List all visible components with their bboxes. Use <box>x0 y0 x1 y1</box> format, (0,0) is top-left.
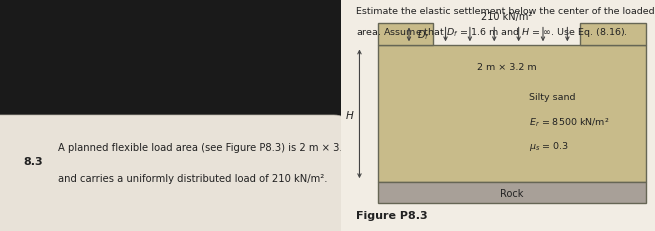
Text: 8.3: 8.3 <box>24 157 43 167</box>
Text: 210 kN/m²: 210 kN/m² <box>481 12 532 22</box>
Text: $\mu_s$ = 0.3: $\mu_s$ = 0.3 <box>529 139 570 152</box>
Text: Rock: Rock <box>500 188 523 198</box>
Bar <box>379 46 646 182</box>
FancyBboxPatch shape <box>334 0 655 231</box>
Text: Estimate the elastic settlement below the center of the loaded: Estimate the elastic settlement below th… <box>356 7 655 16</box>
Text: area. Assume that $D_f$ = 1.6 m and $H$ = ∞. Use Eq. (8.16).: area. Assume that $D_f$ = 1.6 m and $H$ … <box>356 25 628 38</box>
Text: Figure P8.3: Figure P8.3 <box>356 210 428 220</box>
Text: $H$: $H$ <box>345 108 355 120</box>
Bar <box>379 24 434 46</box>
Text: and carries a uniformly distributed load of 210 kN/m².: and carries a uniformly distributed load… <box>58 173 328 183</box>
Text: $E_r$ = 8500 kN/m²: $E_r$ = 8500 kN/m² <box>529 116 610 129</box>
Text: 2 m × 3.2 m: 2 m × 3.2 m <box>477 63 536 71</box>
Text: A planned flexible load area (see Figure P8.3) is 2 m × 3.2 m: A planned flexible load area (see Figure… <box>58 143 362 153</box>
Bar <box>379 182 646 203</box>
Text: Silty sand: Silty sand <box>529 93 576 101</box>
Text: $D_f$: $D_f$ <box>417 28 430 42</box>
Bar <box>580 24 646 46</box>
FancyBboxPatch shape <box>0 116 347 231</box>
